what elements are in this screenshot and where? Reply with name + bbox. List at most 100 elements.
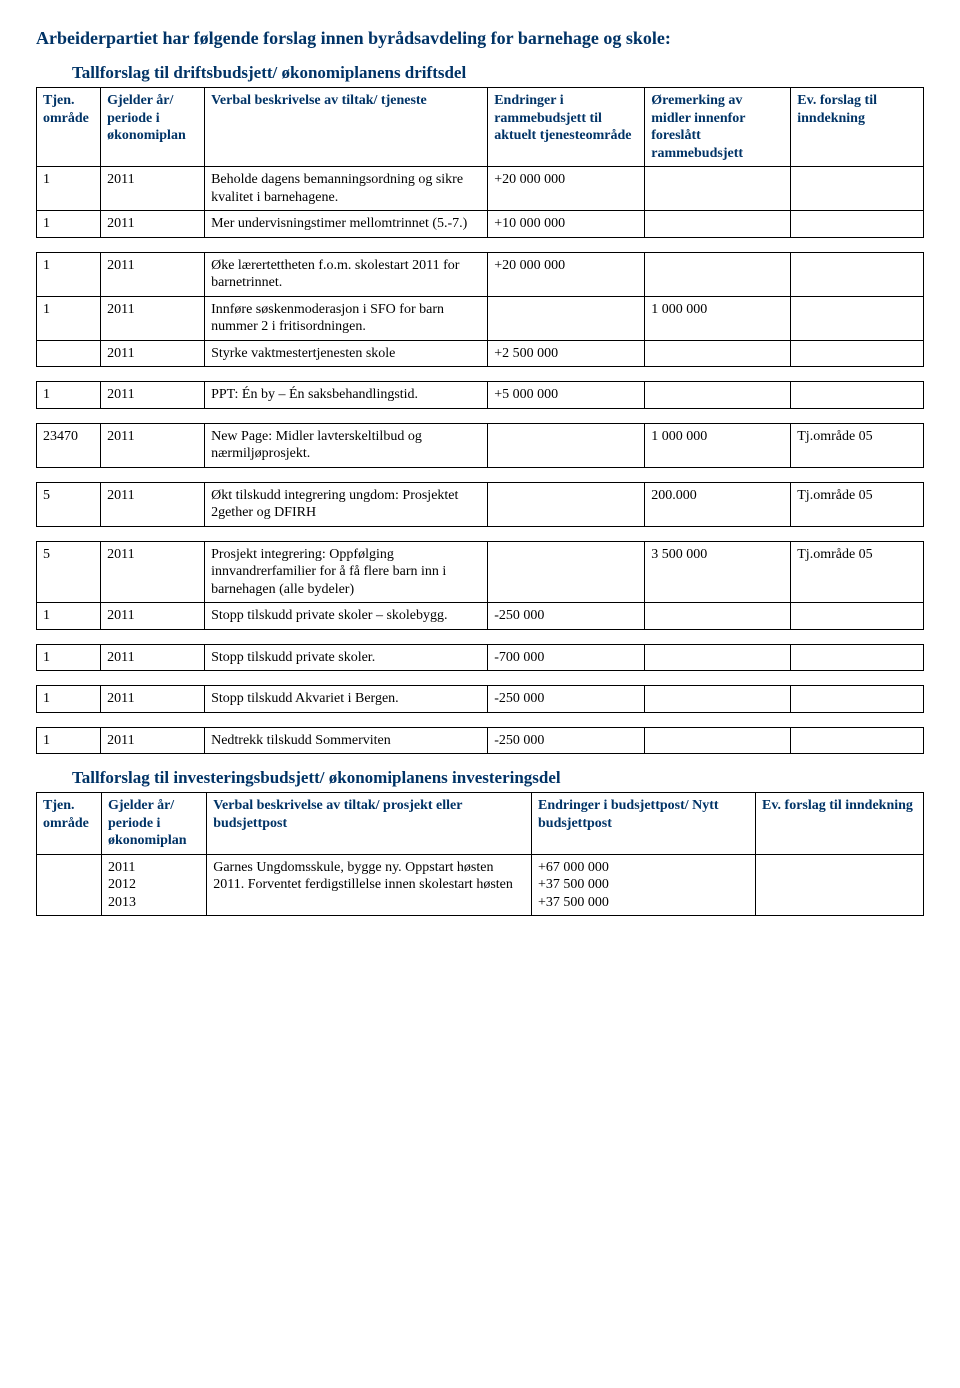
cell-inndekning: Tj.område 05 bbox=[791, 423, 924, 467]
invest-table: Tjen. område Gjelder år/ periode i økono… bbox=[36, 792, 924, 916]
table-row: 12011Stopp tilskudd Akvariet i Bergen.-2… bbox=[37, 686, 924, 713]
cell-endringer: +20 000 000 bbox=[488, 167, 645, 211]
cell-endringer: -250 000 bbox=[488, 727, 645, 754]
cell-endringer: -700 000 bbox=[488, 644, 645, 671]
cell-inndekning bbox=[791, 603, 924, 630]
cell-inndekning bbox=[755, 854, 923, 916]
drift-table-group: 52011Økt tilskudd integrering ungdom: Pr… bbox=[36, 482, 924, 527]
cell-oremerking bbox=[645, 211, 791, 238]
cell-gjelder: 2011 bbox=[101, 167, 205, 211]
drift-tables: Tjen. områdeGjelder år/ periode i økonom… bbox=[36, 87, 924, 754]
cell-gjelder: 2011 bbox=[101, 482, 205, 526]
invest-col-inndekning: Ev. forslag til inndekning bbox=[755, 793, 923, 855]
cell-tjen: 1 bbox=[37, 603, 101, 630]
invest-col-tjen: Tjen. område bbox=[37, 793, 102, 855]
cell-oremerking bbox=[645, 686, 791, 713]
cell-verbal: Prosjekt integrering: Oppfølging innvand… bbox=[205, 541, 488, 603]
cell-verbal: PPT: Én by – Én saksbehandlingstid. bbox=[205, 382, 488, 409]
invest-heading: Tallforslag til investeringsbudsjett/ øk… bbox=[72, 768, 924, 788]
drift-table-group: 12011Stopp tilskudd private skoler.-700 … bbox=[36, 644, 924, 672]
drift-table-group: 12011Øke lærertettheten f.o.m. skolestar… bbox=[36, 252, 924, 368]
table-row: 12011Nedtrekk tilskudd Sommerviten-250 0… bbox=[37, 727, 924, 754]
cell-gjelder: 2011 bbox=[101, 252, 205, 296]
cell-gjelder: 2011 2012 2013 bbox=[101, 854, 206, 916]
cell-oremerking bbox=[645, 727, 791, 754]
drift-table-group: 12011Nedtrekk tilskudd Sommerviten-250 0… bbox=[36, 727, 924, 755]
cell-endringer: -250 000 bbox=[488, 603, 645, 630]
invest-col-gjelder: Gjelder år/ periode i økonomiplan bbox=[101, 793, 206, 855]
drift-header-row: Tjen. områdeGjelder år/ periode i økonom… bbox=[37, 88, 924, 167]
cell-gjelder: 2011 bbox=[101, 727, 205, 754]
cell-verbal: Økt tilskudd integrering ungdom: Prosjek… bbox=[205, 482, 488, 526]
cell-oremerking: 1 000 000 bbox=[645, 296, 791, 340]
cell-gjelder: 2011 bbox=[101, 686, 205, 713]
table-row: 52011Prosjekt integrering: Oppfølging in… bbox=[37, 541, 924, 603]
cell-inndekning bbox=[791, 727, 924, 754]
cell-gjelder: 2011 bbox=[101, 382, 205, 409]
drift-col-endringer: Endringer i rammebudsjett til aktuelt tj… bbox=[488, 88, 645, 167]
cell-inndekning bbox=[791, 167, 924, 211]
cell-verbal: Mer undervisningstimer mellomtrinnet (5.… bbox=[205, 211, 488, 238]
cell-oremerking: 1 000 000 bbox=[645, 423, 791, 467]
cell-oremerking bbox=[645, 340, 791, 367]
cell-tjen bbox=[37, 340, 101, 367]
cell-verbal: Stopp tilskudd private skoler. bbox=[205, 644, 488, 671]
cell-gjelder: 2011 bbox=[101, 644, 205, 671]
cell-oremerking bbox=[645, 382, 791, 409]
drift-col-tjen: Tjen. område bbox=[37, 88, 101, 167]
cell-inndekning bbox=[791, 382, 924, 409]
drift-table-group: 234702011New Page: Midler lavterskeltilb… bbox=[36, 423, 924, 468]
table-row: 2011Styrke vaktmestertjenesten skole+2 5… bbox=[37, 340, 924, 367]
cell-endringer: +67 000 000 +37 500 000 +37 500 000 bbox=[532, 854, 756, 916]
cell-oremerking bbox=[645, 252, 791, 296]
cell-endringer bbox=[488, 482, 645, 526]
invest-col-verbal: Verbal beskrivelse av tiltak/ prosjekt e… bbox=[207, 793, 532, 855]
drift-col-gjelder: Gjelder år/ periode i økonomiplan bbox=[101, 88, 205, 167]
cell-tjen: 1 bbox=[37, 686, 101, 713]
cell-endringer: +2 500 000 bbox=[488, 340, 645, 367]
cell-oremerking bbox=[645, 167, 791, 211]
cell-endringer: +5 000 000 bbox=[488, 382, 645, 409]
cell-tjen: 1 bbox=[37, 167, 101, 211]
table-row: 12011Øke lærertettheten f.o.m. skolestar… bbox=[37, 252, 924, 296]
cell-tjen: 1 bbox=[37, 211, 101, 238]
cell-tjen: 23470 bbox=[37, 423, 101, 467]
table-row: 234702011New Page: Midler lavterskeltilb… bbox=[37, 423, 924, 467]
invest-header-row: Tjen. område Gjelder år/ periode i økono… bbox=[37, 793, 924, 855]
cell-inndekning bbox=[791, 340, 924, 367]
table-row: 12011Stopp tilskudd private skoler – sko… bbox=[37, 603, 924, 630]
drift-heading: Tallforslag til driftsbudsjett/ økonomip… bbox=[72, 63, 924, 83]
cell-gjelder: 2011 bbox=[101, 340, 205, 367]
cell-verbal: Innføre søskenmoderasjon i SFO for barn … bbox=[205, 296, 488, 340]
cell-verbal: Styrke vaktmestertjenesten skole bbox=[205, 340, 488, 367]
drift-table-group: 12011PPT: Én by – Én saksbehandlingstid.… bbox=[36, 381, 924, 409]
cell-endringer bbox=[488, 296, 645, 340]
cell-oremerking: 3 500 000 bbox=[645, 541, 791, 603]
drift-col-oremerking: Øremerking av midler innenfor foreslått … bbox=[645, 88, 791, 167]
cell-tjen: 1 bbox=[37, 644, 101, 671]
cell-inndekning: Tj.område 05 bbox=[791, 482, 924, 526]
cell-oremerking: 200.000 bbox=[645, 482, 791, 526]
drift-table-group: 52011Prosjekt integrering: Oppfølging in… bbox=[36, 541, 924, 630]
cell-endringer: -250 000 bbox=[488, 686, 645, 713]
cell-endringer: +20 000 000 bbox=[488, 252, 645, 296]
cell-verbal: Øke lærertettheten f.o.m. skolestart 201… bbox=[205, 252, 488, 296]
drift-col-verbal: Verbal beskrivelse av tiltak/ tjeneste bbox=[205, 88, 488, 167]
table-row: 12011Beholde dagens bemanningsordning og… bbox=[37, 167, 924, 211]
cell-gjelder: 2011 bbox=[101, 296, 205, 340]
cell-gjelder: 2011 bbox=[101, 211, 205, 238]
table-row: 12011Stopp tilskudd private skoler.-700 … bbox=[37, 644, 924, 671]
cell-endringer: +10 000 000 bbox=[488, 211, 645, 238]
cell-tjen: 1 bbox=[37, 252, 101, 296]
cell-inndekning bbox=[791, 686, 924, 713]
cell-oremerking bbox=[645, 603, 791, 630]
cell-tjen: 5 bbox=[37, 482, 101, 526]
table-row: 12011Innføre søskenmoderasjon i SFO for … bbox=[37, 296, 924, 340]
cell-tjen bbox=[37, 854, 102, 916]
table-row: 12011Mer undervisningstimer mellomtrinne… bbox=[37, 211, 924, 238]
cell-verbal: Beholde dagens bemanningsordning og sikr… bbox=[205, 167, 488, 211]
cell-tjen: 1 bbox=[37, 382, 101, 409]
cell-gjelder: 2011 bbox=[101, 541, 205, 603]
cell-tjen: 5 bbox=[37, 541, 101, 603]
cell-inndekning bbox=[791, 252, 924, 296]
